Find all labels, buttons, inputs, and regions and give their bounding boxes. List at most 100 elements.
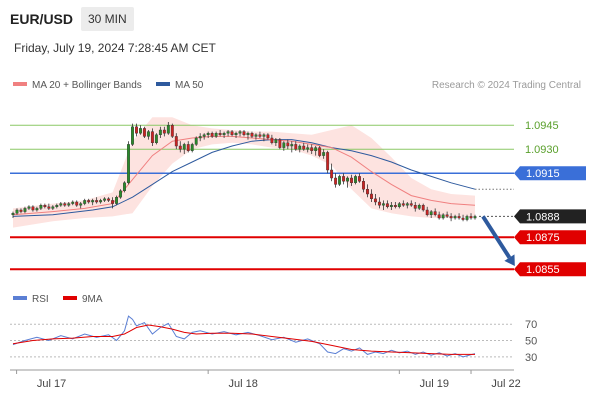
candlestick bbox=[39, 203, 43, 210]
candlestick bbox=[19, 208, 23, 214]
candlestick bbox=[142, 126, 146, 138]
candlestick bbox=[274, 138, 278, 146]
candlestick bbox=[47, 203, 51, 210]
candlestick bbox=[389, 202, 393, 210]
candlestick bbox=[346, 176, 349, 188]
candlestick bbox=[99, 198, 103, 204]
candlestick bbox=[63, 202, 67, 207]
candlestick bbox=[43, 203, 47, 209]
candlestick bbox=[75, 200, 79, 207]
legend-rsi: RSI bbox=[13, 294, 49, 305]
current-price-tag bbox=[514, 209, 586, 224]
rsi-9ma-line bbox=[12, 324, 475, 355]
candlestick bbox=[91, 198, 95, 206]
candlestick bbox=[79, 202, 83, 209]
rsi-line bbox=[12, 315, 476, 358]
candlestick bbox=[238, 130, 242, 137]
candlestick bbox=[298, 144, 302, 153]
candlestick bbox=[35, 206, 39, 212]
candlestick bbox=[421, 203, 425, 212]
candlestick bbox=[441, 213, 445, 220]
rsi-tick-label: 50 bbox=[525, 336, 537, 348]
candlestick bbox=[381, 200, 385, 210]
candlestick bbox=[409, 200, 413, 207]
candlestick bbox=[119, 189, 122, 199]
candlestick bbox=[250, 131, 254, 138]
candlestick bbox=[310, 144, 314, 154]
candlestick bbox=[258, 131, 262, 138]
candlestick bbox=[158, 126, 162, 138]
candlestick bbox=[433, 208, 437, 217]
timeframe-badge[interactable]: 30 MIN bbox=[81, 7, 134, 31]
x-tick-label: Jul 19 bbox=[420, 378, 449, 390]
candlestick bbox=[11, 211, 15, 218]
candlestick bbox=[393, 202, 397, 209]
candlestick bbox=[314, 146, 318, 156]
candlestick bbox=[262, 133, 266, 142]
candlestick bbox=[338, 174, 342, 186]
candlestick bbox=[449, 213, 453, 222]
candlestick bbox=[377, 197, 381, 209]
x-tick-label: Jul 22 bbox=[491, 378, 520, 390]
candlestick bbox=[362, 178, 365, 193]
candlestick bbox=[230, 130, 234, 137]
candlestick bbox=[370, 189, 373, 202]
candlestick bbox=[469, 213, 473, 220]
candlestick bbox=[457, 213, 461, 220]
candlestick bbox=[59, 202, 63, 207]
candlestick bbox=[127, 141, 130, 185]
bollinger-band-area bbox=[13, 117, 475, 228]
legend-9ma-swatch bbox=[63, 296, 77, 301]
candlestick bbox=[71, 200, 75, 206]
candlestick bbox=[445, 211, 449, 218]
candlestick bbox=[342, 173, 346, 185]
pivot-level-tag bbox=[514, 166, 586, 181]
legend-rsi-swatch bbox=[13, 296, 27, 301]
candlestick bbox=[354, 174, 357, 185]
candlestick bbox=[401, 200, 405, 207]
x-tick-label: Jul 18 bbox=[228, 378, 257, 390]
legend-9ma-label: 9MA bbox=[82, 294, 103, 305]
candlestick bbox=[51, 205, 55, 210]
candlestick bbox=[282, 141, 286, 151]
ma20-line bbox=[12, 135, 476, 216]
candlestick bbox=[166, 122, 170, 135]
candlestick bbox=[95, 197, 99, 204]
candlestick bbox=[290, 141, 294, 153]
pivot-level-label: 1.0915 bbox=[526, 168, 560, 180]
candlestick bbox=[27, 205, 31, 210]
candlestick bbox=[131, 123, 134, 146]
candlestick bbox=[123, 181, 126, 193]
legend-9ma: 9MA bbox=[63, 294, 103, 305]
rsi-tick-label: 70 bbox=[525, 319, 537, 331]
support-level-tag bbox=[514, 262, 586, 277]
candlestick bbox=[178, 141, 182, 153]
candlestick bbox=[23, 206, 27, 214]
research-credit: Research © 2024 Trading Central bbox=[431, 80, 581, 91]
current-price-label: 1.0888 bbox=[526, 211, 560, 223]
candlestick bbox=[358, 173, 361, 183]
symbol-title: EUR/USD bbox=[10, 11, 74, 27]
candlestick bbox=[103, 197, 107, 202]
candlestick bbox=[318, 146, 322, 158]
candlestick bbox=[417, 203, 421, 210]
candlestick bbox=[437, 211, 441, 220]
candlestick bbox=[226, 130, 230, 137]
candlestick bbox=[453, 214, 457, 220]
candlestick bbox=[330, 163, 334, 182]
candlestick bbox=[202, 133, 206, 140]
candlestick bbox=[397, 202, 401, 209]
candlestick bbox=[198, 133, 202, 142]
candlestick bbox=[194, 136, 198, 146]
legend-rsi-label: RSI bbox=[32, 294, 49, 305]
candlestick bbox=[31, 205, 35, 212]
candlestick bbox=[425, 206, 429, 217]
candlestick bbox=[286, 139, 290, 150]
candlestick bbox=[242, 130, 246, 137]
x-tick-label: Jul 17 bbox=[37, 378, 66, 390]
candlestick bbox=[182, 142, 186, 154]
candlestick bbox=[174, 133, 178, 150]
candlestick bbox=[87, 198, 91, 204]
candlestick bbox=[146, 130, 150, 140]
